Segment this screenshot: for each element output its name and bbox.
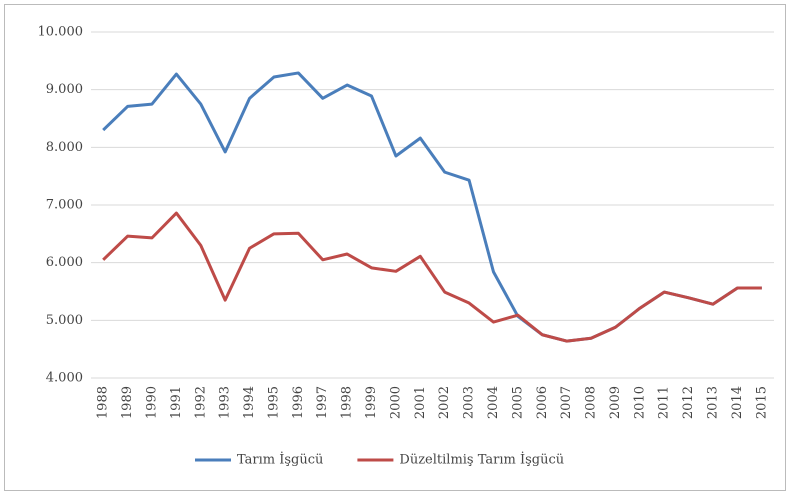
y-tick-label: 9.000 [46, 82, 83, 97]
legend-label: Düzeltilmiş Tarım İşgücü [399, 451, 564, 468]
x-tick-label: 2007 [559, 386, 574, 419]
x-tick-label: 1989 [120, 386, 135, 419]
x-tick-label: 2001 [413, 386, 428, 419]
y-tick-label: 7.000 [46, 198, 83, 213]
x-tick-label: 2015 [754, 386, 769, 419]
chart-frame [4, 4, 786, 491]
x-tick-label: 1990 [144, 386, 159, 419]
x-tick-label: 1997 [315, 386, 330, 419]
x-tick-label: 1993 [218, 386, 233, 419]
x-tick-label: 2013 [706, 386, 721, 419]
x-tick-label: 1995 [266, 386, 281, 419]
x-tick-label: 1992 [193, 386, 208, 419]
x-tick-label: 2014 [730, 386, 745, 419]
x-tick-label: 2008 [584, 386, 599, 419]
x-tick-label: 2006 [535, 386, 550, 419]
y-tick-label: 8.000 [46, 140, 83, 155]
y-tick-label: 5.000 [46, 313, 83, 328]
x-tick-label: 2004 [486, 386, 501, 419]
x-tick-label: 1994 [242, 386, 257, 419]
x-tick-label: 1999 [364, 386, 379, 419]
x-tick-label: 1996 [291, 386, 306, 419]
y-tick-label: 4.000 [46, 371, 83, 386]
legend-label: Tarım İşgücü [237, 451, 323, 468]
x-tick-label: 1998 [340, 386, 355, 419]
x-tick-label: 2011 [657, 386, 672, 419]
x-tick-label: 2000 [388, 386, 403, 419]
series-line [102, 211, 762, 343]
x-tick-label: 1988 [96, 386, 111, 419]
y-tick-label: 10.000 [38, 25, 84, 40]
y-tick-label: 6.000 [46, 255, 83, 270]
x-tick-label: 2012 [681, 386, 696, 419]
x-tick-label: 1991 [169, 386, 184, 419]
x-tick-label: 2009 [608, 386, 623, 419]
x-tick-label: 2005 [510, 386, 525, 419]
x-tick-label: 2002 [437, 386, 452, 419]
x-tick-label: 2010 [632, 386, 647, 419]
x-tick-label: 2003 [462, 386, 477, 419]
